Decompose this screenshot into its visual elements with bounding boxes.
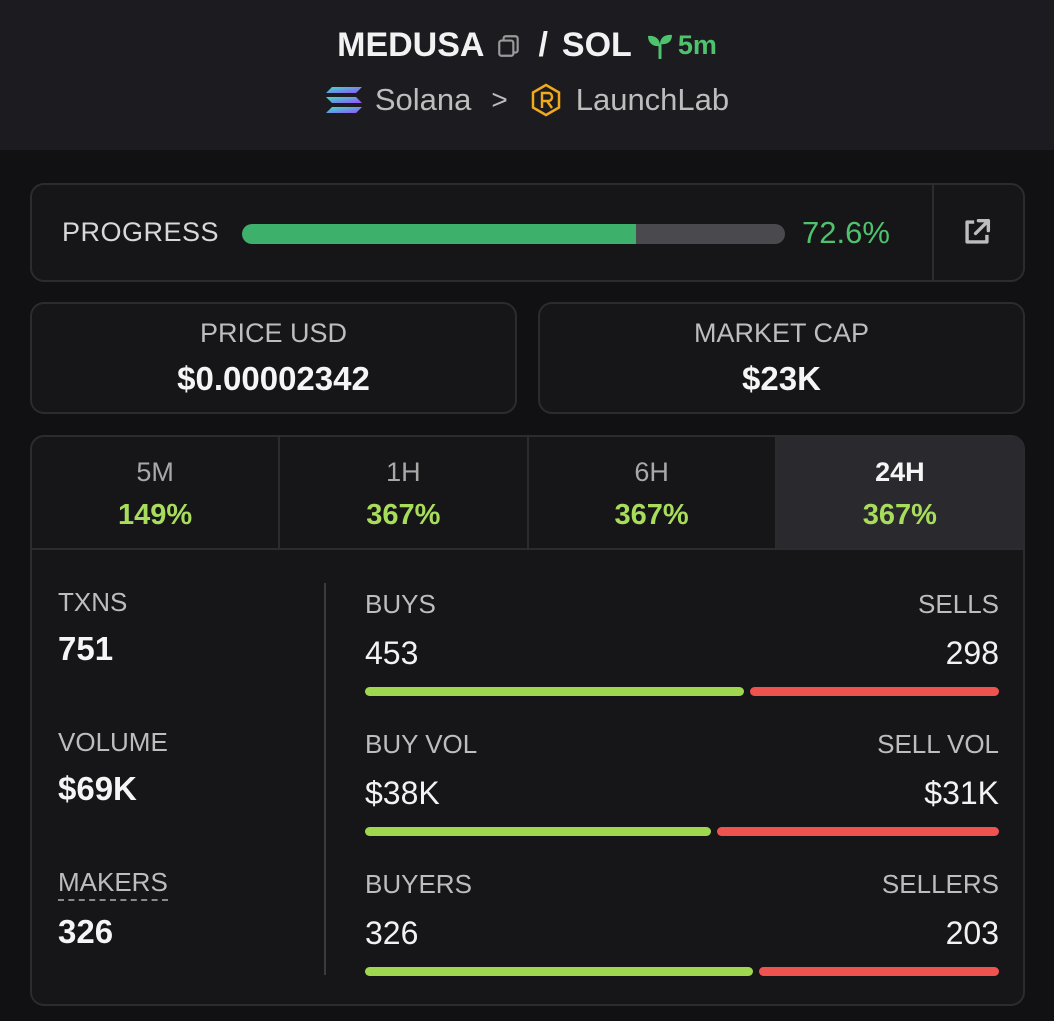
sellers-bar xyxy=(758,967,999,976)
pair-title: MEDUSA / SOL 5m xyxy=(0,26,1054,65)
pair-separator: / xyxy=(538,26,548,64)
tab-1h[interactable]: 1H 367% xyxy=(280,437,529,548)
txns-metric: TXNS 751 xyxy=(58,587,127,668)
buys-sells-bar xyxy=(365,687,999,696)
price-usd-card: PRICE USD $0.00002342 xyxy=(30,302,517,414)
progress-fill xyxy=(242,224,637,244)
txns-label: TXNS xyxy=(58,587,128,617)
progress-value: 72.6% xyxy=(802,215,890,250)
launchlab-icon xyxy=(531,83,560,117)
makers-value: 326 xyxy=(58,913,114,950)
timeframe-tabs: 5M 149% 1H 367% 6H 367% 24H 367% xyxy=(32,437,1023,550)
progress-label: PROGRESS xyxy=(62,217,220,247)
buyers-bar xyxy=(365,967,753,976)
buyers-label: BUYERS xyxy=(365,869,472,899)
breadcrumb: Solana > LaunchLab xyxy=(0,82,1054,118)
divider xyxy=(932,185,934,280)
txns-value: 751 xyxy=(58,630,114,667)
sell-bar xyxy=(750,687,999,696)
market-cap-value: $23K xyxy=(742,360,821,397)
tab-label: 24H xyxy=(875,457,925,487)
chevron-right-icon: > xyxy=(491,84,508,115)
market-cap-card: MARKET CAP $23K xyxy=(538,302,1025,414)
token-symbol: MEDUSA xyxy=(337,26,485,64)
launchpad-link[interactable]: LaunchLab xyxy=(575,82,730,117)
sell-vol-bar xyxy=(717,827,999,836)
tab-6h[interactable]: 6H 367% xyxy=(529,437,777,548)
buyers-sellers-ratio: BUYERS SELLERS 326 203 xyxy=(365,869,999,979)
sellers-label: SELLERS xyxy=(881,869,999,899)
age-value: 5m xyxy=(677,30,717,60)
price-label: PRICE USD xyxy=(199,318,348,348)
buy-vol-value: $38K xyxy=(365,775,440,811)
bonding-progress-card: PROGRESS 72.6% xyxy=(30,183,1025,282)
buyers-sellers-bar xyxy=(365,967,999,976)
buy-vol-bar xyxy=(365,827,712,836)
tab-change: 149% xyxy=(118,499,193,531)
pair-age: 5m xyxy=(646,30,717,61)
volume-bar xyxy=(365,827,999,836)
buys-sells-ratio: BUYS SELLS 453 298 xyxy=(365,589,999,699)
progress-bar xyxy=(242,224,785,244)
tab-label: 1H xyxy=(386,457,421,487)
tab-5m[interactable]: 5M 149% xyxy=(32,437,281,548)
column-divider xyxy=(324,583,326,975)
market-cap-label: MARKET CAP xyxy=(693,318,870,348)
buyers-value: 326 xyxy=(365,915,419,951)
tab-label: 6H xyxy=(634,457,669,487)
volume-metric: VOLUME $69K xyxy=(58,727,168,808)
buy-vol-label: BUY VOL xyxy=(365,729,478,759)
tab-change: 367% xyxy=(614,499,689,531)
buys-label: BUYS xyxy=(365,589,436,619)
volume-label: VOLUME xyxy=(58,727,168,757)
solana-icon xyxy=(325,87,362,113)
chain-link[interactable]: Solana xyxy=(374,82,472,117)
makers-label[interactable]: MAKERS xyxy=(58,867,168,901)
buy-bar xyxy=(365,687,745,696)
sellers-value: 203 xyxy=(945,915,999,951)
buys-value: 453 xyxy=(365,635,419,671)
tab-change: 367% xyxy=(366,499,441,531)
sells-label: SELLS xyxy=(918,589,999,619)
price-value: $0.00002342 xyxy=(177,360,370,397)
external-link-icon[interactable] xyxy=(960,215,994,249)
makers-metric: MAKERS 326 xyxy=(58,867,168,951)
volume-value: $69K xyxy=(58,770,137,807)
copy-icon[interactable] xyxy=(496,33,522,59)
quote-symbol: SOL xyxy=(561,26,632,64)
tab-label: 5M xyxy=(136,457,174,487)
tab-24h[interactable]: 24H 367% xyxy=(776,437,1023,548)
pair-header: MEDUSA / SOL 5m xyxy=(0,0,1054,150)
tab-change: 367% xyxy=(862,499,937,531)
sell-vol-label: SELL VOL xyxy=(877,729,999,759)
sell-vol-value: $31K xyxy=(924,775,999,811)
sells-value: 298 xyxy=(945,635,999,671)
sprout-icon xyxy=(647,34,672,59)
trading-stats-card: 5M 149% 1H 367% 6H 367% 24H 367% TXNS 75… xyxy=(30,435,1025,1006)
volume-ratio: BUY VOL SELL VOL $38K $31K xyxy=(365,729,999,839)
